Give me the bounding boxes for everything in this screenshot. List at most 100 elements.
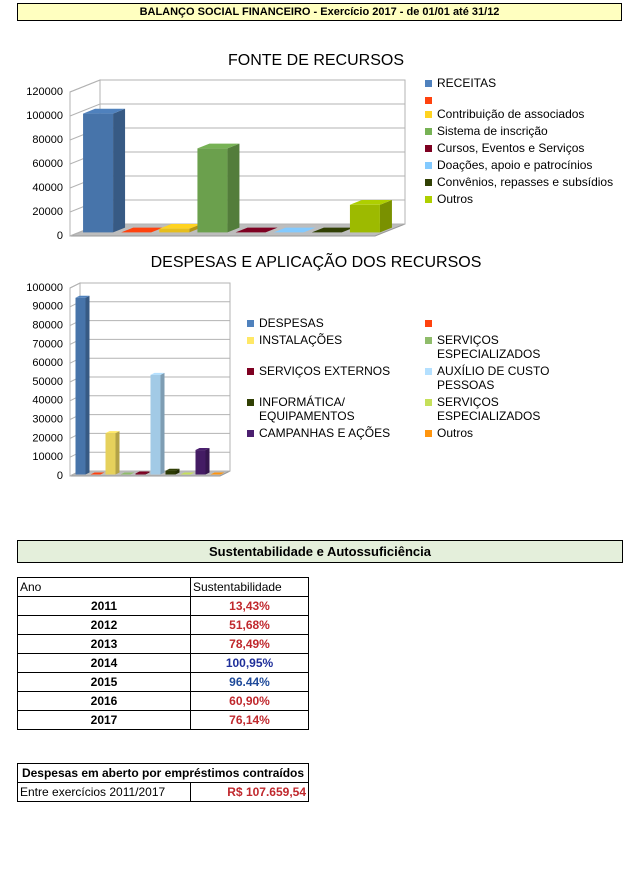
sustainability-value: 96.44% — [190, 672, 309, 692]
legend-label: Doações, apoio e patrocínios — [437, 158, 593, 172]
loans-label: Entre exercícios 2011/2017 — [17, 782, 191, 802]
bar-top — [105, 431, 120, 434]
legend-item: Convênios, repasses e subsídios — [425, 175, 625, 189]
legend-item: INFORMÁTICA/ EQUIPAMENTOS — [247, 395, 425, 423]
legend-swatch — [247, 320, 254, 327]
bar-side — [379, 200, 392, 233]
bar-side — [113, 108, 126, 233]
bar-side — [205, 448, 210, 475]
legend-item — [425, 316, 603, 330]
bar — [197, 148, 228, 233]
bar-side — [145, 471, 150, 475]
legend-item: Sistema de inscrição — [425, 124, 625, 138]
column-header: Sustentabilidade — [190, 577, 309, 597]
y-tick-label: 10000 — [32, 451, 63, 463]
legend-swatch — [247, 430, 254, 437]
bar-top — [90, 472, 105, 475]
y-tick-label: 20000 — [32, 206, 63, 218]
year: 2012 — [17, 615, 191, 635]
legend-item: Doações, apoio e patrocínios — [425, 158, 625, 172]
legend-swatch — [425, 162, 432, 169]
legend-label: Sistema de inscrição — [437, 124, 548, 138]
bar — [75, 297, 86, 475]
bar — [159, 228, 190, 233]
legend-label: DESPESAS — [259, 316, 324, 330]
loans-title: Despesas em aberto por empréstimos contr… — [17, 763, 309, 783]
legend-label: AUXÍLIO DE CUSTO PESSOAS — [437, 364, 550, 392]
legend-swatch — [425, 111, 432, 118]
legend-item: SERVIÇOS EXTERNOS — [247, 364, 425, 392]
bar-side — [160, 372, 165, 475]
bar-top — [210, 472, 225, 475]
year: 2017 — [17, 710, 191, 730]
bar-top — [235, 227, 278, 233]
legend-swatch — [425, 399, 432, 406]
chart-title: DESPESAS E APLICAÇÃO DOS RECURSOS — [151, 251, 482, 271]
bar — [105, 433, 116, 475]
y-tick-label: 100000 — [26, 282, 63, 294]
bar-top — [273, 227, 316, 233]
table-row: 2017 76,14% — [17, 710, 309, 730]
legend-item: AUXÍLIO DE CUSTO PESSOAS — [425, 364, 603, 392]
legend-swatch — [425, 337, 432, 344]
legend-label: Convênios, repasses e subsídios — [437, 175, 614, 189]
legend-item: DESPESAS — [247, 316, 425, 330]
loans-value: R$ 107.659,54 — [190, 782, 309, 802]
grid-line — [69, 79, 405, 93]
year: 2014 — [17, 653, 191, 673]
y-tick-label: 80000 — [32, 320, 63, 332]
y-tick-label: 120000 — [26, 86, 63, 98]
charts: FONTE DE RECURSOS 0 20000 40000 60000 80000 10… — [26, 52, 482, 482]
y-tick-label: 0 — [57, 230, 63, 242]
bar-top — [197, 143, 240, 149]
legend-label: Cursos, Eventos e Serviços — [437, 141, 585, 155]
sustainability-value: 100,95% — [190, 653, 309, 673]
bar — [83, 113, 114, 233]
y-tick-label: 30000 — [32, 414, 63, 426]
sustainability-value: 60,90% — [190, 691, 309, 711]
legend-label: SERVIÇOS EXTERNOS — [259, 364, 391, 378]
legend-item: SERVIÇOS ESPECIALIZADOS — [425, 395, 603, 423]
bar-top — [165, 468, 180, 471]
sustainability-value: 13,43% — [190, 596, 309, 616]
legend-swatch — [425, 97, 432, 104]
bar-top — [180, 472, 195, 475]
table-row: 2014 100,95% — [17, 653, 309, 673]
bar-side — [175, 468, 180, 475]
y-tick-label: 100000 — [26, 110, 63, 122]
bar — [135, 473, 146, 475]
legend-swatch — [425, 430, 432, 437]
bar — [349, 204, 380, 233]
legend-item: Outros — [425, 426, 603, 440]
year: 2015 — [17, 672, 191, 692]
y-tick-label: 40000 — [32, 182, 63, 194]
legend-item — [425, 93, 625, 104]
legend-label: CAMPANHAS E AÇÕES — [259, 426, 391, 440]
y-tick-label: 70000 — [32, 338, 63, 350]
table-row: 2013 78,49% — [17, 634, 309, 654]
section-title: Sustentabilidade e Autossuficiência — [17, 540, 623, 563]
y-tick-label: 0 — [57, 470, 63, 482]
bar — [195, 450, 206, 475]
legend-label: Outros — [437, 192, 474, 206]
sustainability-value: 51,68% — [190, 615, 309, 635]
legend-item: Outros — [425, 192, 625, 206]
legend-swatch — [425, 368, 432, 375]
bar-side — [115, 431, 120, 475]
bar-top — [195, 448, 210, 451]
legend-swatch — [425, 320, 432, 327]
table-row: 2012 51,68% — [17, 615, 309, 635]
y-tick-label: 40000 — [32, 395, 63, 407]
y-tick-label: 90000 — [32, 301, 63, 313]
legend-item: INSTALAÇÕES — [247, 333, 425, 361]
table-row: 2015 96.44% — [17, 672, 309, 692]
legend-swatch — [247, 399, 254, 406]
year: 2013 — [17, 634, 191, 654]
legend-item: Contribuição de associados — [425, 107, 625, 121]
legend-item: SERVIÇOS ESPECIALIZADOS — [425, 333, 603, 361]
y-tick-label: 80000 — [32, 134, 63, 146]
sustainability-value: 78,49% — [190, 634, 309, 654]
legend-label: SERVIÇOS ESPECIALIZADOS — [437, 333, 541, 361]
header-title: BALANÇO SOCIAL FINANCEIRO - Exercício 20… — [17, 3, 622, 21]
